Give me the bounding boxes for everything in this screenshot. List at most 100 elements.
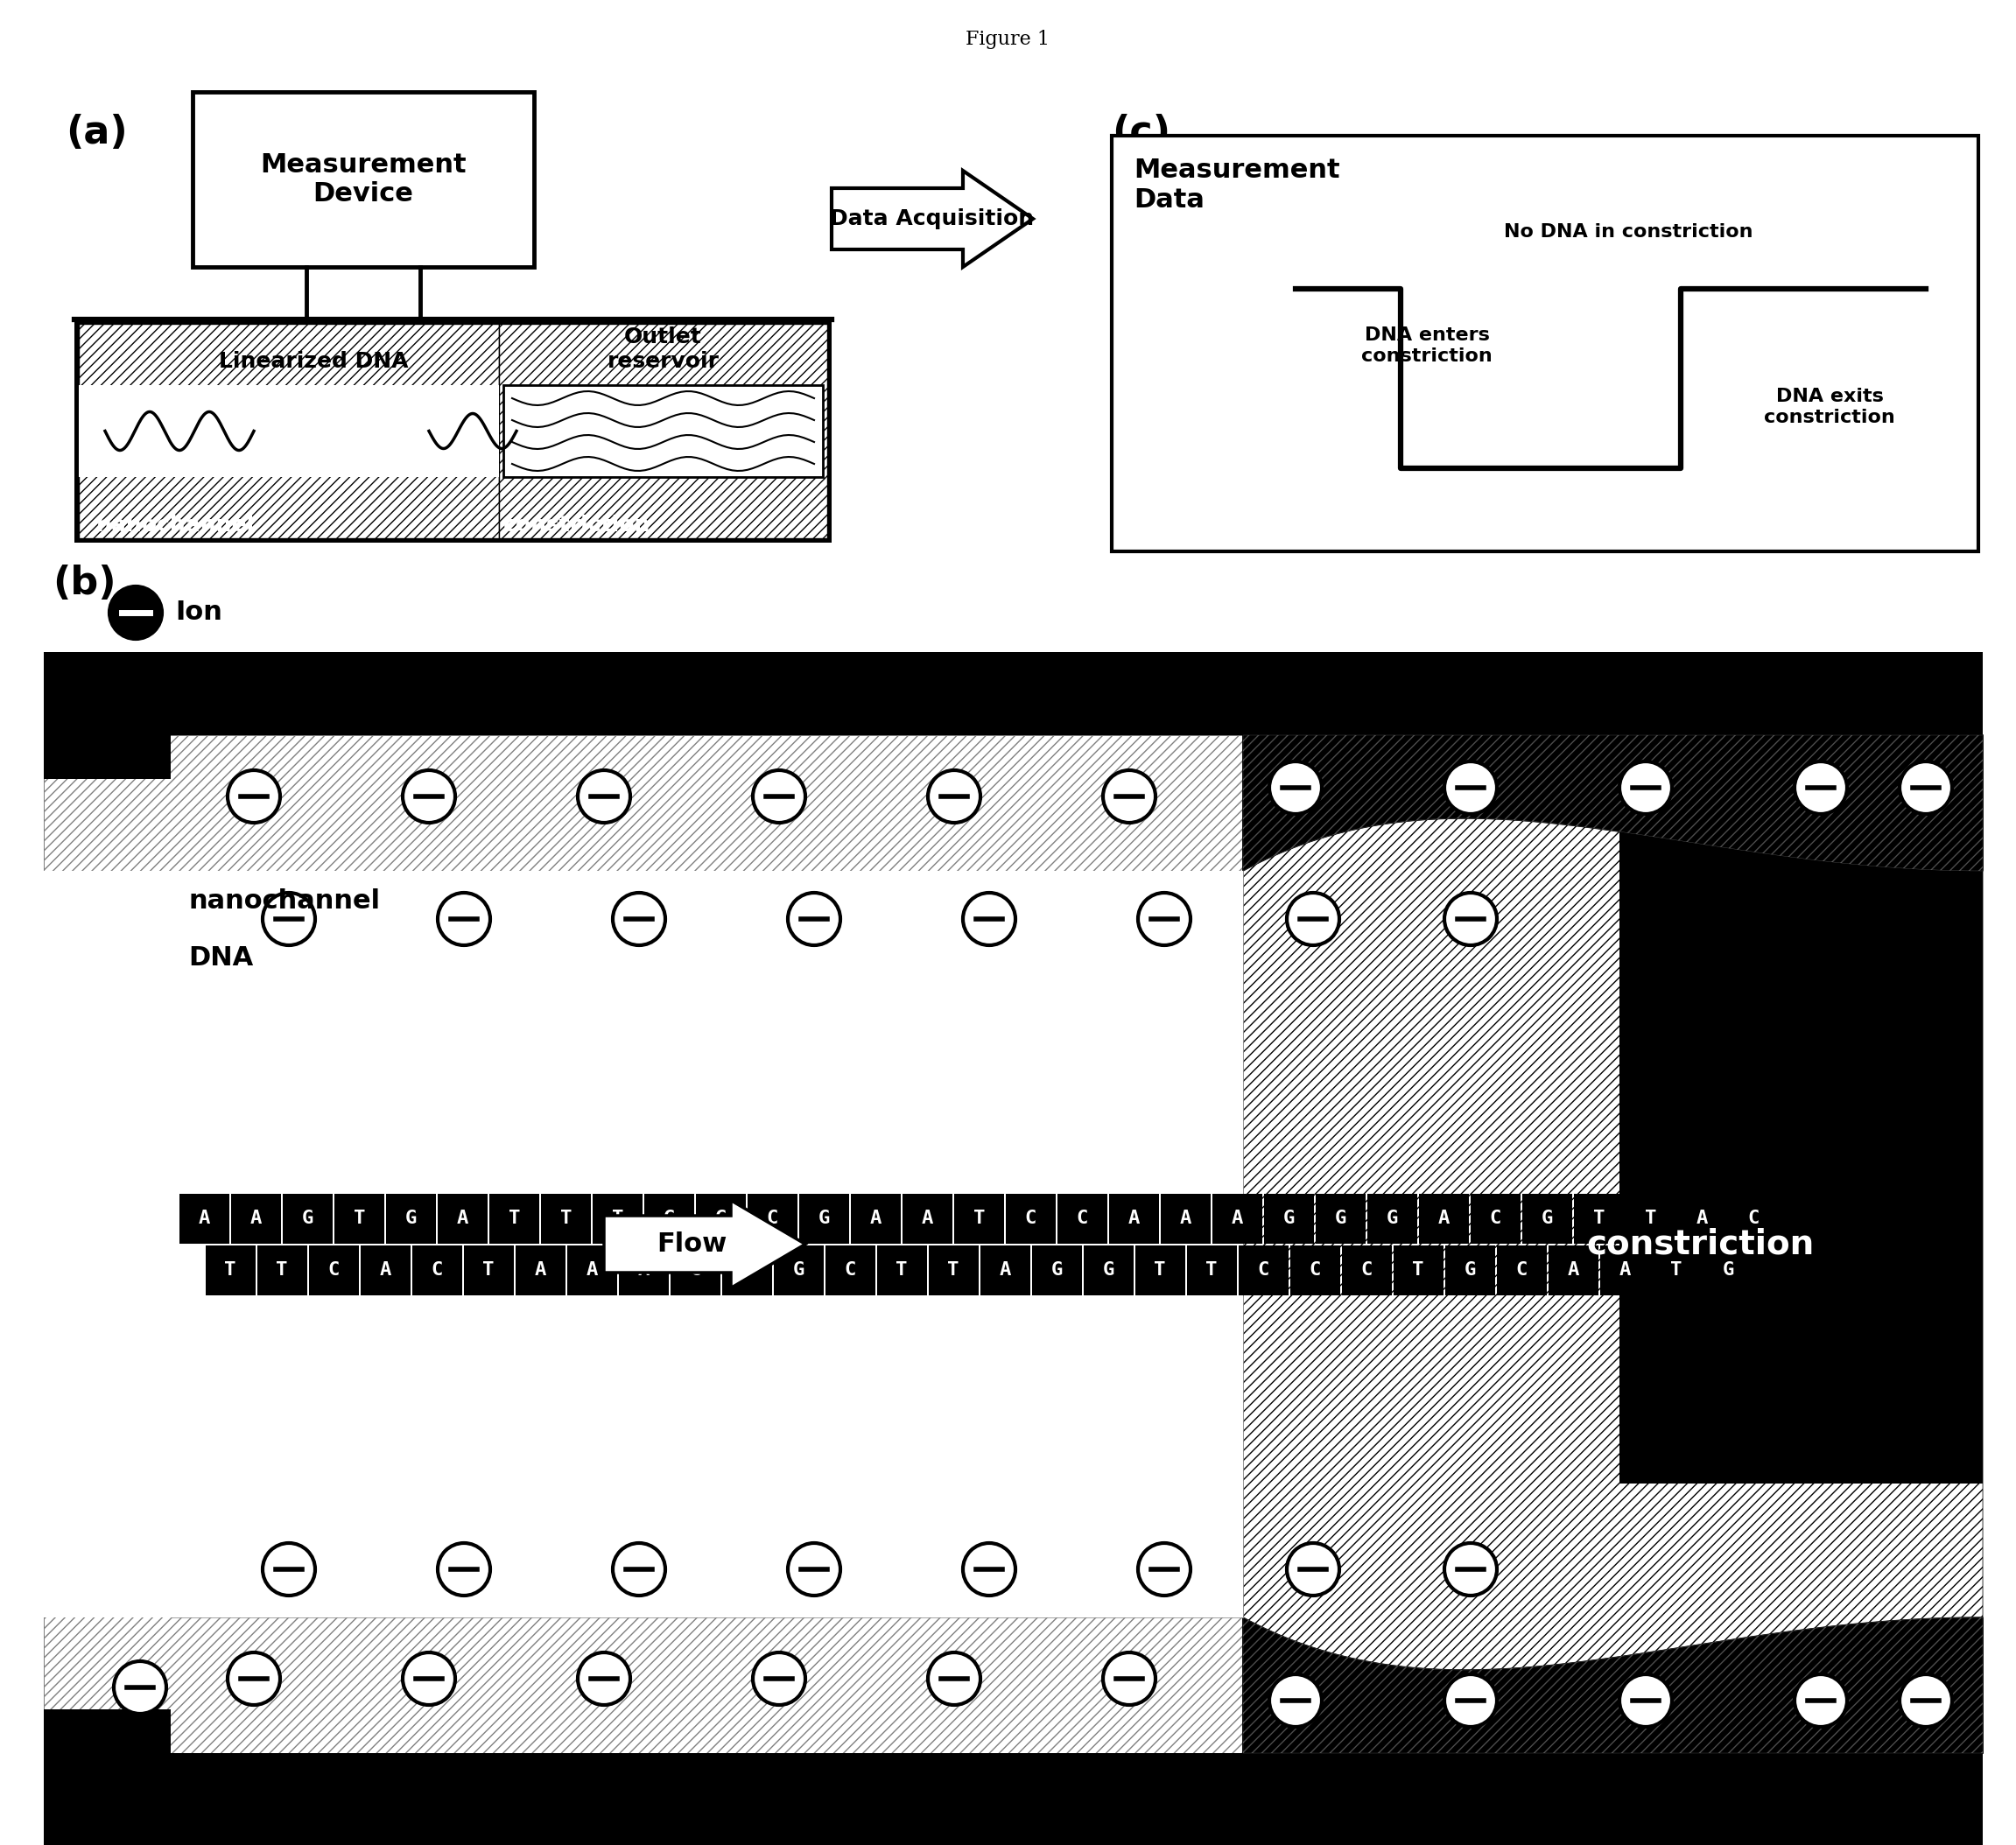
Bar (566, 1245, 617, 1295)
Bar (437, 1194, 488, 1244)
Circle shape (437, 893, 490, 945)
Text: Measurement
Data: Measurement Data (1133, 157, 1341, 212)
Text: C: C (1361, 1262, 1373, 1279)
Bar (516, 1245, 564, 1295)
Polygon shape (1244, 819, 1982, 1670)
Bar (206, 1245, 256, 1295)
Bar (1367, 1194, 1417, 1244)
Text: A: A (1232, 1210, 1244, 1227)
Bar (1290, 1245, 1341, 1295)
Polygon shape (1244, 1618, 1982, 1753)
Text: T: T (895, 1262, 907, 1279)
Bar (877, 1245, 927, 1295)
Bar (748, 1194, 798, 1244)
Bar (232, 1194, 280, 1244)
Text: A: A (250, 1210, 262, 1227)
Circle shape (1103, 769, 1155, 823)
Text: T: T (353, 1210, 365, 1227)
Text: A: A (458, 1210, 468, 1227)
Bar (44, 651, 1982, 734)
Bar (1625, 1194, 1675, 1244)
Circle shape (964, 1542, 1016, 1596)
Polygon shape (1244, 1618, 1982, 1753)
FancyArrow shape (605, 1201, 804, 1288)
Text: Figure 1: Figure 1 (966, 30, 1050, 50)
Text: (a): (a) (67, 114, 127, 151)
Bar (1006, 1194, 1056, 1244)
Circle shape (1443, 1673, 1498, 1727)
Text: T: T (1206, 1262, 1218, 1279)
Circle shape (1443, 762, 1498, 814)
Bar (1677, 1194, 1728, 1244)
Bar (504, 386, 823, 478)
Text: G: G (1387, 1210, 1399, 1227)
Text: Time [sec]: Time [sec] (1544, 520, 1687, 546)
Polygon shape (1244, 734, 1982, 871)
Text: Measurement
Device: Measurement Device (260, 151, 466, 207)
Bar (669, 1245, 720, 1295)
Polygon shape (1244, 1618, 1982, 1753)
Text: T: T (948, 1262, 960, 1279)
Bar (79, 325, 500, 539)
Circle shape (403, 1653, 456, 1705)
Text: T: T (508, 1210, 520, 1227)
Bar (1601, 1245, 1649, 1295)
Text: G: G (302, 1210, 314, 1227)
FancyArrow shape (833, 172, 1032, 268)
Circle shape (1443, 1542, 1498, 1596)
Circle shape (262, 1542, 314, 1596)
Text: constriction: constriction (1587, 1227, 1814, 1260)
Bar (44, 651, 171, 779)
Text: C: C (329, 1262, 339, 1279)
Bar (44, 1708, 171, 1845)
Text: C: C (740, 1262, 752, 1279)
Bar (1032, 1245, 1081, 1295)
Text: C: C (1308, 1262, 1320, 1279)
Bar (1445, 1245, 1494, 1295)
Circle shape (262, 893, 314, 945)
Circle shape (1270, 1673, 1322, 1727)
Text: A: A (379, 1262, 391, 1279)
Text: Flow: Flow (657, 1231, 726, 1256)
Bar (44, 734, 1982, 1753)
Bar (1316, 1194, 1365, 1244)
Text: Outlet
reservoir: Outlet reservoir (607, 327, 720, 373)
Bar (1187, 1245, 1236, 1295)
Circle shape (437, 1542, 490, 1596)
Circle shape (1794, 1673, 1847, 1727)
Bar (1083, 1245, 1133, 1295)
Polygon shape (1244, 819, 1982, 1670)
Bar (171, 871, 1244, 1618)
Text: T: T (482, 1262, 494, 1279)
Text: G: G (1103, 1262, 1115, 1279)
Text: (c): (c) (1111, 114, 1171, 151)
Text: A: A (1619, 1262, 1631, 1279)
Text: T: T (1153, 1262, 1165, 1279)
Bar (593, 1194, 643, 1244)
Text: DNA exits
constriction: DNA exits constriction (1764, 387, 1895, 426)
Text: nanochannel: nanochannel (187, 887, 381, 913)
Bar (361, 1245, 409, 1295)
Circle shape (1443, 893, 1498, 945)
Text: No DNA in constriction: No DNA in constriction (1504, 223, 1752, 240)
Bar (1161, 1194, 1212, 1244)
Bar (335, 1194, 385, 1244)
Bar (540, 1194, 591, 1244)
Bar (500, 325, 827, 539)
Bar (696, 1194, 746, 1244)
Circle shape (1899, 762, 1951, 814)
Bar (44, 1753, 1982, 1845)
Bar (1651, 1245, 1702, 1295)
Polygon shape (1244, 734, 1982, 871)
Text: C: C (1748, 1210, 1760, 1227)
Bar (1109, 1194, 1159, 1244)
Bar (385, 1194, 435, 1244)
Text: A: A (1179, 1210, 1191, 1227)
Polygon shape (1244, 734, 1982, 871)
Text: Data Acquisition: Data Acquisition (831, 208, 1034, 229)
Bar (308, 1245, 359, 1295)
Bar (903, 1194, 952, 1244)
Text: A: A (921, 1210, 933, 1227)
Bar (1619, 651, 1982, 1483)
Bar (282, 1194, 333, 1244)
